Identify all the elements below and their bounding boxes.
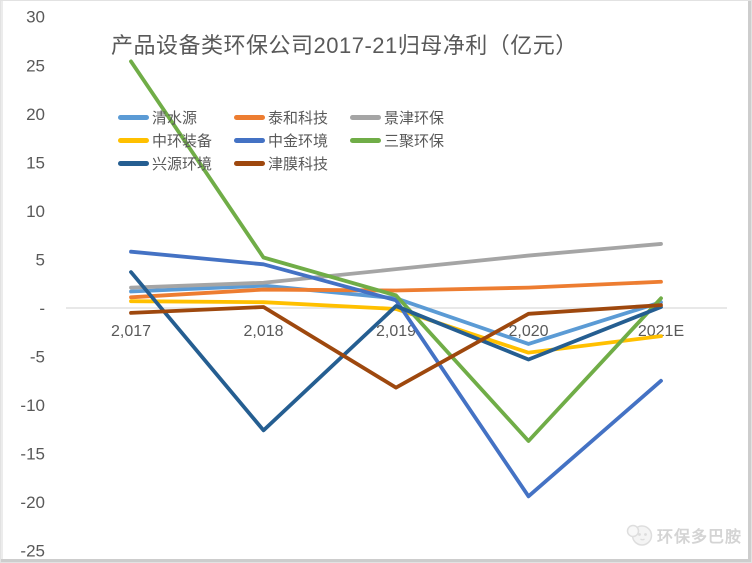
- y-axis-tick-label: 5: [36, 250, 45, 269]
- chart-title: 产品设备类环保公司2017-21归母净利（亿元）: [111, 33, 578, 58]
- y-axis-tick-label: -15: [20, 445, 45, 464]
- panda-logo-icon: [626, 524, 653, 546]
- x-axis-tick-label: 2,020: [508, 323, 548, 340]
- legend-label: 三聚环保: [384, 133, 445, 150]
- legend-label: 兴源环境: [152, 156, 213, 173]
- legend-item-兴源环境: 兴源环境: [118, 153, 234, 174]
- legend-label: 中环装备: [152, 133, 213, 150]
- legend-item-津膜科技: 津膜科技: [234, 153, 350, 174]
- legend-label: 清水源: [152, 110, 198, 127]
- watermark-text: 环保多巴胺: [656, 528, 742, 546]
- legend-swatch: [234, 161, 265, 166]
- legend-swatch: [350, 138, 381, 143]
- legend-item-中金环境: 中金环境: [234, 130, 350, 151]
- legend-swatch: [118, 115, 149, 120]
- series-line-泰和科技: [129, 279, 663, 300]
- y-axis-tick-label: 25: [26, 56, 45, 75]
- legend-swatch: [118, 161, 149, 166]
- y-axis-tick-label: -: [39, 299, 45, 318]
- series-line-三聚环保: [129, 59, 663, 443]
- legend-label: 中金环境: [268, 133, 329, 150]
- legend-swatch: [234, 138, 265, 143]
- y-axis-tick-label: -5: [30, 348, 45, 367]
- legend-item-景津环保: 景津环保: [350, 107, 466, 128]
- legend-label: 津膜科技: [268, 156, 329, 173]
- y-axis-tick-label: 15: [26, 153, 45, 172]
- legend-swatch: [118, 138, 149, 143]
- x-axis-tick-label: 2,017: [111, 323, 151, 340]
- y-axis-tick-label: 10: [26, 202, 45, 221]
- legend-swatch: [234, 115, 265, 120]
- x-axis-tick-label: 2,019: [376, 323, 416, 340]
- legend-label: 泰和科技: [268, 110, 329, 127]
- legend-label: 景津环保: [384, 110, 445, 127]
- legend: 清水源 泰和科技 景津环保中环装备 中金环境 三聚环保兴源环境 津膜科技: [118, 106, 466, 175]
- legend-item-三聚环保: 三聚环保: [350, 130, 466, 151]
- legend-item-清水源: 清水源: [118, 107, 234, 128]
- legend-swatch: [350, 115, 381, 120]
- series-line-中环装备: [129, 299, 663, 355]
- y-axis-tick-label: -25: [20, 542, 45, 561]
- series-line-津膜科技: [129, 303, 663, 390]
- y-axis-tick-label: 30: [26, 8, 45, 27]
- series-line-兴源环境: [129, 270, 663, 433]
- legend-item-中环装备: 中环装备: [118, 130, 234, 151]
- legend-item-泰和科技: 泰和科技: [234, 107, 350, 128]
- y-axis-tick-label: 20: [26, 105, 45, 124]
- watermark: 环保多巴胺: [626, 522, 742, 547]
- series-line-中金环境: [129, 249, 663, 499]
- y-axis-tick-label: -10: [20, 396, 45, 415]
- x-axis-tick-label: 2,018: [243, 323, 283, 340]
- y-axis-tick-label: -20: [20, 493, 45, 512]
- series-line-景津环保: [129, 242, 663, 290]
